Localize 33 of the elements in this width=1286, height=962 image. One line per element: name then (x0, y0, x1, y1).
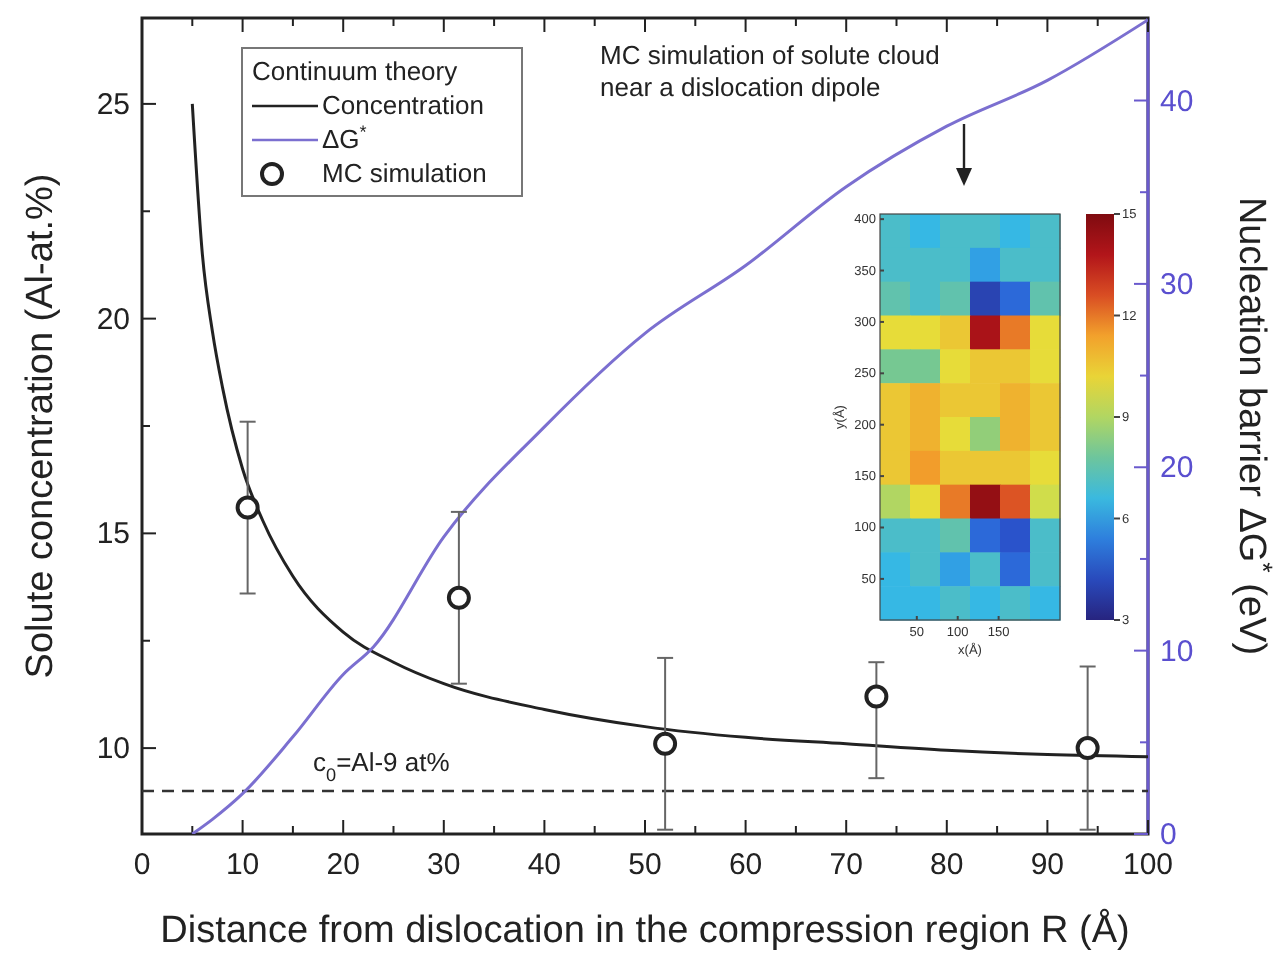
x-tick-label: 60 (728, 848, 763, 882)
y-tick-label: 10 (96, 732, 130, 767)
y-tick-label: 15 (96, 517, 130, 552)
annotation: MC simulation of solute cloud near a dislocation dipole (600, 40, 940, 102)
x-tick-label: 80 (930, 848, 964, 882)
x-tick-label: 20 (326, 848, 360, 882)
x-tick-label: 90 (1030, 848, 1065, 882)
point (1075, 736, 1100, 761)
x-axis-title: Distance from dislocation in the compression region R (Å) (160, 908, 1130, 952)
x-tick-label: 50 (628, 848, 662, 882)
y2-tick-label: 20 (1160, 451, 1194, 486)
y-tick-label: 20 (96, 302, 130, 337)
legend-label: ΔG$^{*}$ (322, 122, 368, 154)
line-series (190, 18, 1148, 834)
point (235, 495, 260, 520)
x-tick-label: 70 (829, 848, 863, 882)
y2-tick-label: 0 (1160, 818, 1177, 852)
x-tick-label: 30 (427, 848, 461, 882)
legend-label: Concentration (322, 90, 484, 120)
legend-label: MC simulation (322, 158, 487, 188)
legend-title: Continuum theory (252, 56, 459, 86)
x-tick-label: 100 (1122, 848, 1174, 882)
point (653, 731, 678, 756)
y-axis-title: Solute concentration (Al-at.%) (20, 173, 62, 679)
point (864, 684, 889, 709)
y-tick-label: 25 (96, 87, 130, 122)
x-tick-label: 40 (527, 848, 562, 882)
y2-tick-label: 40 (1160, 84, 1194, 119)
y2-tick-label: 30 (1160, 267, 1194, 302)
x-tick-label: 10 (225, 848, 260, 882)
point (446, 585, 471, 610)
x-tick-label: 0 (133, 848, 151, 882)
ref-line-label: c$_{0}$=Al-9 at% (313, 747, 451, 786)
